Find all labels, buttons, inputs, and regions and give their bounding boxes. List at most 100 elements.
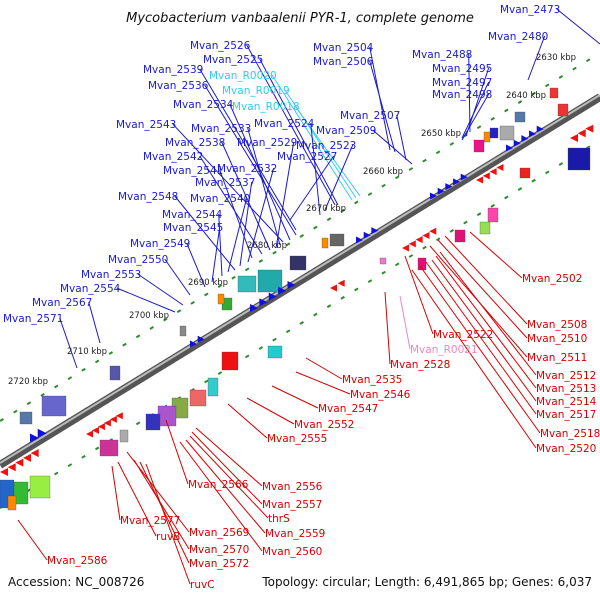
forward-gene-arrow bbox=[197, 335, 205, 343]
gene-labels: Mvan_2473 Mvan_2480 Mvan_2488 Mvan_2495 Mvan… bbox=[3, 4, 600, 591]
tick-mark bbox=[449, 142, 455, 146]
tick-mark bbox=[422, 245, 427, 250]
lower-gene-label: Mvan_2514 bbox=[536, 396, 597, 408]
lower-gene-label: Mvan_2555 bbox=[267, 433, 327, 445]
lower-gene-label: Mvan_2577 bbox=[120, 515, 180, 527]
gene-block bbox=[109, 365, 121, 381]
upper-leader-line bbox=[199, 155, 263, 255]
genome-backbone bbox=[0, 93, 600, 469]
lower-leader-line bbox=[111, 465, 121, 521]
tick-mark bbox=[108, 351, 114, 355]
upper-leader-line bbox=[461, 93, 490, 141]
upper-gene-label: Mvan_2480 bbox=[488, 31, 548, 43]
forward-gene-arrow bbox=[278, 286, 287, 295]
lower-gene-label: Mvan_2546 bbox=[350, 389, 411, 401]
gene-block bbox=[189, 389, 207, 407]
forward-gene-arrow bbox=[536, 125, 544, 133]
gene-block bbox=[379, 257, 387, 265]
forward-gene-arrow bbox=[521, 135, 529, 143]
forward-gene-arrow bbox=[453, 178, 461, 186]
kbp-label: 2690 kbp bbox=[188, 278, 228, 288]
lower-leader-line bbox=[295, 371, 351, 395]
tick-mark bbox=[204, 292, 209, 297]
upper-leader-line bbox=[221, 141, 271, 251]
gene-block bbox=[13, 481, 29, 505]
forward-gene-arrow bbox=[430, 192, 437, 200]
lower-leader-line bbox=[384, 291, 391, 365]
lower-gene-label: Mvan_2511 bbox=[527, 352, 587, 364]
reverse-gene-arrow bbox=[496, 163, 504, 171]
genome-summary-text: Topology: circular; Length: 6,491,865 bp… bbox=[261, 575, 592, 589]
reverse-gene-arrow bbox=[570, 134, 578, 142]
lower-leader-line bbox=[399, 295, 411, 350]
gene-block bbox=[499, 125, 515, 141]
upper-leader-line bbox=[289, 155, 335, 221]
tick-mark bbox=[272, 337, 277, 342]
upper-gene-label: Mvan_2532 bbox=[217, 163, 277, 175]
upper-leader-line bbox=[246, 44, 336, 206]
lower-leader-line bbox=[271, 385, 319, 409]
kbp-label: 2640 kbp bbox=[506, 91, 546, 101]
lower-leader-line bbox=[117, 461, 157, 537]
upper-gene-label: Mvan_2550 bbox=[108, 254, 168, 266]
backbone-line bbox=[0, 93, 600, 469]
upper-gene-label: Mvan_2544 bbox=[162, 209, 223, 221]
lower-leader-line bbox=[145, 463, 191, 585]
gene-block bbox=[257, 269, 283, 293]
tick-mark bbox=[558, 162, 564, 166]
upper-gene-label: Mvan_2538 bbox=[165, 137, 225, 149]
upper-gene-label: Mvan_2523 bbox=[296, 140, 356, 152]
lower-leader-line bbox=[469, 231, 523, 279]
upper-leader-line bbox=[199, 68, 297, 231]
tick-mark bbox=[231, 275, 236, 280]
gene-block bbox=[329, 233, 345, 247]
tick-mark bbox=[135, 421, 141, 426]
tick-mark bbox=[81, 367, 86, 372]
tick-mark bbox=[572, 66, 577, 71]
tick-mark bbox=[122, 342, 127, 347]
upper-gene-label: Mvan_2506 bbox=[313, 56, 374, 68]
tick-mark bbox=[435, 150, 441, 155]
upper-leader-line bbox=[116, 287, 176, 313]
upper-leader-line bbox=[239, 181, 253, 267]
reverse-gene-arrow bbox=[97, 423, 105, 431]
lower-leader-line bbox=[404, 255, 434, 335]
tick-mark bbox=[285, 329, 291, 334]
upper-gene-label: Mvan_2527 bbox=[277, 151, 337, 163]
tick-mark bbox=[340, 295, 345, 300]
tick-marks bbox=[0, 58, 591, 509]
kbp-label: 2720 kbp bbox=[8, 377, 48, 387]
tick-mark bbox=[67, 376, 73, 381]
gene-block bbox=[217, 293, 225, 305]
upper-leader-line bbox=[259, 58, 339, 206]
lower-gene-label: thrS bbox=[268, 513, 290, 525]
tick-mark bbox=[517, 187, 523, 191]
tick-mark bbox=[258, 259, 264, 263]
tick-mark bbox=[81, 454, 86, 459]
lower-leader-line bbox=[439, 251, 537, 376]
upper-gene-label: Mvan_2567 bbox=[32, 297, 92, 309]
gene-block bbox=[19, 411, 33, 425]
upper-gene-label: Mvan_2498 bbox=[432, 89, 492, 101]
lower-gene-label: Mvan_2520 bbox=[536, 443, 596, 455]
lower-gene-label: Mvan_2572 bbox=[189, 558, 249, 570]
lower-gene-label: Mvan_2522 bbox=[433, 329, 493, 341]
upper-gene-label: Mvan_R0020 bbox=[209, 70, 277, 82]
upper-leader-line bbox=[204, 84, 297, 236]
lower-leader-line bbox=[179, 441, 263, 552]
lower-gene-label: Mvan_2518 bbox=[540, 428, 600, 440]
kbp-label: 2670 kbp bbox=[306, 204, 346, 214]
tick-mark bbox=[476, 212, 482, 217]
tick-mark bbox=[408, 167, 414, 171]
tick-mark bbox=[26, 401, 32, 406]
lower-gene-label: Mvan_2528 bbox=[390, 359, 450, 371]
lower-gene-label: Mvan_2502 bbox=[522, 273, 582, 285]
lower-leader-line bbox=[139, 461, 190, 564]
reverse-gene-arrow bbox=[7, 463, 16, 472]
reverse-gene-arrow bbox=[103, 419, 111, 427]
lower-gene-label: Mvan_2556 bbox=[262, 481, 323, 493]
lower-leader-line bbox=[133, 459, 190, 550]
tick-mark bbox=[585, 58, 591, 63]
gene-block bbox=[487, 207, 499, 223]
lower-gene-label: Mvan_2552 bbox=[294, 419, 354, 431]
